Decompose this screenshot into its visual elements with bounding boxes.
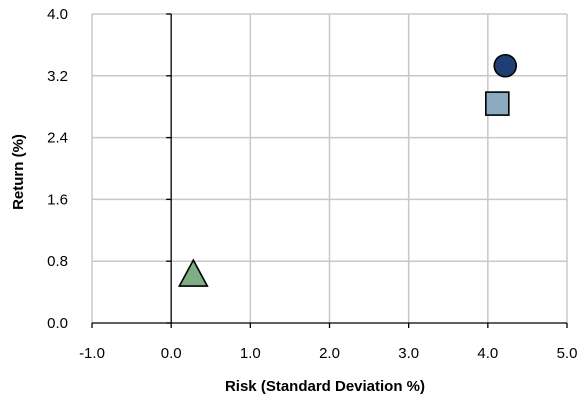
axes	[91, 13, 568, 328]
y-tick-label: 4.0	[47, 6, 68, 23]
x-tick-label: 1.0	[240, 345, 261, 362]
y-axis-title: Return (%)	[10, 134, 27, 210]
y-tick-label: 3.2	[47, 68, 68, 85]
x-tick-label: 3.0	[398, 345, 419, 362]
y-tick-label: 0.8	[47, 253, 68, 270]
x-tick-label: 0.0	[161, 345, 182, 362]
y-tick-label: 2.4	[47, 130, 68, 147]
square-point	[485, 91, 510, 116]
x-axis-title: Risk (Standard Deviation %)	[225, 378, 425, 395]
x-tick-label: -1.0	[79, 345, 105, 362]
y-tick-labels: 0.0 0.8 1.6 2.4 3.2 4.0	[47, 6, 68, 332]
circle-point	[493, 53, 518, 78]
x-tick-label: 5.0	[557, 345, 578, 362]
x-tick-labels: -1.0 0.0 1.0 2.0 3.0 4.0 5.0	[79, 345, 577, 362]
y-tick-label: 1.6	[47, 191, 68, 208]
data-points	[177, 53, 518, 287]
x-tick-label: 4.0	[477, 345, 498, 362]
triangle-point	[177, 258, 209, 287]
x-tick-label: 2.0	[319, 345, 340, 362]
y-tick-label: 0.0	[47, 315, 68, 332]
